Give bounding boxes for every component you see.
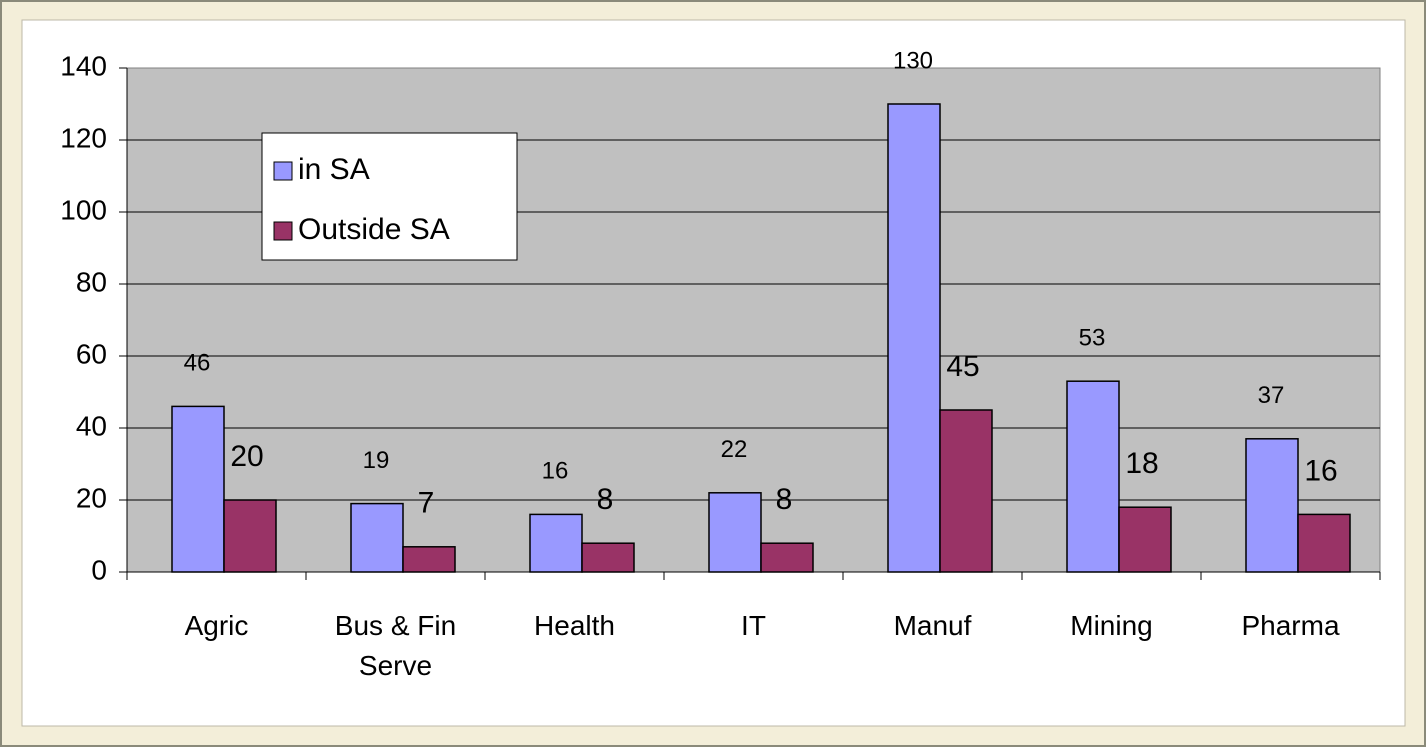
bar (171, 405, 225, 573)
x-tick-label: Pharma (1241, 610, 1340, 641)
data-label: 45 (946, 350, 979, 383)
bar (887, 103, 941, 573)
data-label: 16 (542, 458, 569, 485)
legend-swatch (273, 221, 293, 241)
data-label: 7 (418, 487, 435, 520)
data-label: 18 (1125, 447, 1158, 480)
bar (1118, 506, 1172, 573)
x-tick-label: Manuf (893, 610, 972, 641)
bar (350, 502, 404, 573)
data-label: 20 (230, 440, 263, 473)
y-tick-label: 0 (91, 554, 107, 585)
data-label: 16 (1304, 454, 1337, 487)
bar (402, 546, 456, 573)
x-tick-label: IT (741, 610, 766, 641)
data-label: 8 (597, 483, 614, 516)
bar (1297, 513, 1351, 573)
legend-label: in SA (298, 153, 370, 186)
bar (939, 409, 993, 573)
x-tick-label-box: Agric (184, 610, 249, 641)
bar (708, 492, 762, 573)
data-label: 46 (184, 350, 211, 377)
x-tick-label-box: Bus & Fin Serve (334, 610, 457, 681)
y-tick-label: 40 (76, 410, 107, 441)
data-label: 19 (363, 447, 390, 474)
legend (261, 132, 518, 261)
bar (223, 499, 277, 573)
legend-swatch (273, 161, 293, 181)
x-tick-label-box: Health (534, 610, 615, 641)
x-tick-label-box: Manuf (893, 610, 972, 641)
y-tick-label: 80 (76, 266, 107, 297)
y-tick-label: 100 (60, 194, 107, 225)
y-tick-label: 140 (60, 50, 107, 81)
x-tick-label: Health (534, 610, 615, 641)
bar (529, 513, 583, 573)
x-tick-label: Bus & Fin Serve (334, 610, 457, 681)
x-tick-label-box: Pharma (1241, 610, 1340, 641)
y-tick-label: 120 (60, 122, 107, 153)
bar (1245, 438, 1299, 573)
bar (760, 542, 814, 573)
data-label: 53 (1079, 325, 1106, 352)
x-tick-label: Mining (1070, 610, 1153, 641)
x-tick-label: Agric (184, 610, 249, 641)
y-tick-label: 60 (76, 338, 107, 369)
bar (1066, 380, 1120, 573)
data-label: 130 (893, 47, 933, 74)
x-tick-label-box: Mining (1070, 610, 1153, 641)
legend-label: Outside SA (298, 213, 450, 246)
bar (581, 542, 635, 573)
data-label: 8 (776, 483, 793, 516)
data-label: 22 (721, 436, 748, 463)
x-tick-label-box: IT (741, 610, 766, 641)
y-tick-label: 20 (76, 482, 107, 513)
data-label: 37 (1258, 382, 1285, 409)
